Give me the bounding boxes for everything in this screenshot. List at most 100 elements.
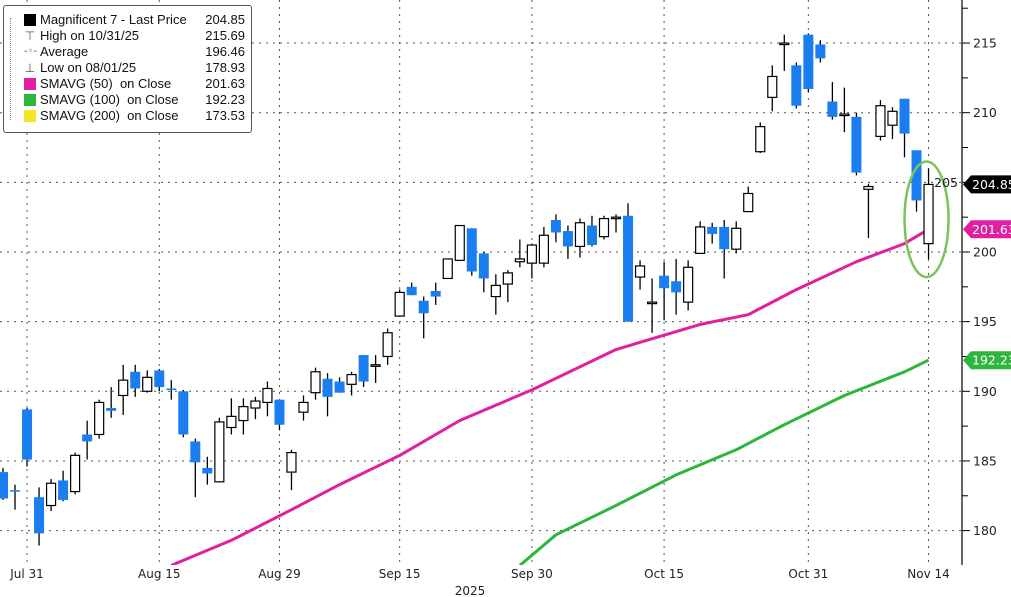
candle-up	[779, 42, 790, 46]
candle-down	[911, 150, 922, 201]
value-tag-label: 192.23	[972, 353, 1011, 368]
candle-down	[202, 467, 213, 474]
candle-up	[610, 216, 622, 220]
candle-down	[10, 490, 21, 492]
legend-item-average: -◦- Average 196.46	[14, 44, 245, 60]
x-tick-label: Sep 15	[379, 567, 421, 581]
candle-down	[562, 231, 573, 247]
candle-up	[538, 234, 550, 264]
legend-tree-line	[10, 18, 12, 120]
y-tick-label: 185	[973, 453, 997, 468]
y-tick-label: 190	[973, 384, 997, 399]
legend-label: Magnificent 7 - Last Price	[40, 12, 187, 27]
candle-down	[334, 381, 345, 393]
candle-down	[322, 378, 333, 397]
candle-up	[286, 451, 297, 473]
average-marker-icon: -◦-	[24, 46, 38, 57]
candle-down	[358, 355, 369, 382]
candle-up	[346, 373, 357, 385]
candle-up	[250, 400, 261, 409]
candle-up	[310, 371, 321, 394]
candle-up	[226, 415, 237, 429]
value-tag-label: 204.85	[972, 177, 1011, 192]
candle-down	[550, 219, 561, 233]
candle-up	[298, 401, 309, 413]
legend-item-low: ⊥ Low on 08/01/25 178.93	[14, 60, 245, 76]
candle-up	[142, 376, 153, 392]
candle-down	[274, 399, 285, 425]
x-tick-label: Nov 14	[907, 567, 950, 581]
value-tag-label: 201.63	[972, 222, 1011, 237]
candle-up	[887, 110, 898, 126]
y-tick-label: 200	[973, 244, 997, 259]
candle-up	[394, 291, 405, 317]
candle-down	[478, 253, 489, 279]
candle-up	[118, 379, 129, 397]
candle-up	[755, 126, 766, 153]
candle-up	[574, 222, 586, 248]
candle-up	[743, 192, 754, 213]
legend-item-sma100: SMAVG (100) on Close 192.23	[14, 92, 245, 108]
candle-up	[683, 266, 694, 303]
x-axis: Jul 31 Aug 15 Aug 29 Sep 15 Sep 30 Oct 15 Oct …	[9, 567, 950, 581]
highlight-ellipse	[903, 160, 950, 279]
candle-down	[58, 480, 69, 500]
legend: Magnificent 7 - Last Price 204.85 ⊤ High…	[3, 5, 252, 133]
y-tick-label: 180	[973, 523, 997, 538]
sma100-swatch	[24, 94, 36, 106]
x-tick-label: Oct 15	[644, 567, 684, 581]
candle-down	[586, 225, 597, 246]
legend-item-sma50: SMAVG (50) on Close 201.63	[14, 76, 245, 92]
legend-value: 178.93	[205, 60, 245, 75]
candle-up	[875, 105, 886, 137]
candle-down	[0, 472, 8, 499]
value-tags: 204.85 201.63 192.23	[963, 175, 1011, 370]
candle-up	[695, 226, 706, 254]
legend-label: High on 10/31/25	[40, 28, 140, 43]
candle-up	[731, 227, 742, 250]
candle-up	[514, 258, 525, 263]
last-price-swatch	[24, 14, 36, 26]
x-tick-label: Aug 29	[258, 567, 301, 581]
candle-down	[130, 371, 141, 389]
candle-up	[45, 482, 57, 507]
candle-down	[899, 98, 910, 134]
candle-down	[466, 228, 477, 272]
candle-down	[34, 497, 45, 534]
candle-down	[791, 65, 802, 106]
value-tag	[963, 175, 1011, 194]
low-marker-icon: ⊥	[24, 61, 36, 75]
candle-down	[707, 226, 718, 234]
moving-average-lines	[170, 228, 930, 565]
value-tag	[963, 351, 1011, 370]
candle-up	[502, 272, 513, 285]
x-tick-label: Aug 15	[138, 567, 181, 581]
legend-value: 173.53	[205, 108, 245, 123]
legend-label: Low on 08/01/25	[40, 60, 137, 75]
x-tick-label: Oct 31	[788, 567, 828, 581]
sma100-line	[518, 358, 930, 565]
candle-down	[178, 391, 189, 435]
candle-up	[94, 401, 105, 436]
candle-up	[454, 224, 465, 261]
legend-value: 192.23	[205, 92, 245, 107]
legend-value: 204.85	[205, 12, 245, 27]
x-tick-label: Jul 31	[9, 567, 44, 581]
annotations	[903, 160, 950, 279]
candle-up	[923, 183, 934, 245]
y-axis: 180 185 190 195 200 205 210 215	[934, 7, 997, 538]
candle-up	[238, 406, 249, 422]
candle-down	[623, 215, 634, 322]
sma50-swatch	[24, 78, 36, 90]
candles	[0, 33, 934, 546]
candle-up	[634, 265, 646, 278]
candle-up	[526, 244, 537, 264]
candle-down	[190, 441, 201, 463]
legend-label: Average	[40, 44, 89, 59]
legend-value: 196.46	[205, 44, 245, 59]
candle-down	[659, 275, 670, 289]
grid	[0, 0, 962, 565]
candle-down	[406, 286, 417, 296]
candle-down	[154, 370, 165, 388]
